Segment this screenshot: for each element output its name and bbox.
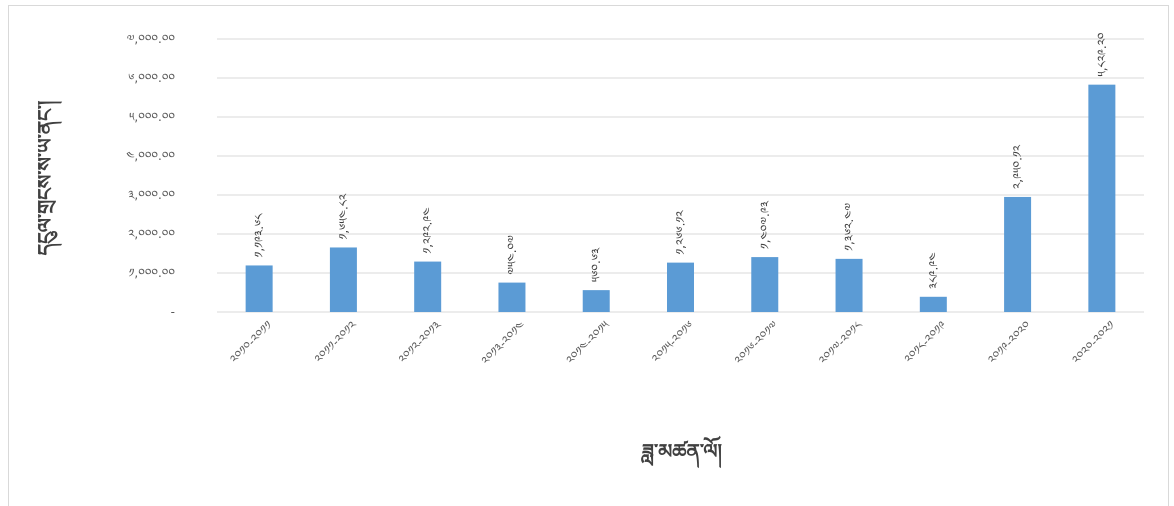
data-label: ༡,༦༥༤.༨༢ bbox=[336, 193, 350, 239]
x-tick-label: ༢༠༡༢-༢༠༡༣ bbox=[396, 318, 445, 367]
data-label: ༡,༡༩༣.༦༨ bbox=[252, 213, 266, 258]
data-label: ༣༨༩.༩༤ bbox=[926, 252, 940, 288]
x-tick-label: ༢༠༡༡-༢༠༡༢ bbox=[312, 318, 360, 366]
bar bbox=[919, 296, 947, 312]
x-tick-label: ༢༠༡༤-༢༠༡༥ bbox=[563, 318, 612, 367]
y-tick-label: ༧,༠༠༠.༠༠ bbox=[127, 32, 176, 46]
data-label: ༡,༢༦༦.༡༢ bbox=[674, 210, 688, 255]
x-tick-label: ༢༠༡༠-༢༠༡༡ bbox=[227, 318, 275, 366]
y-tick-label: ༦,༠༠༠.༠༠ bbox=[128, 71, 175, 85]
data-label: ༢,༩༥༠.༡༢ bbox=[1011, 144, 1025, 189]
data-labels: ༡,༡༩༣.༦༨ ༡,༦༥༤.༨༢ ༡,༢༩༢.༩༤ ༧༥༤.༠༧ ༥༦༠.༦༣ ༡,༢༦… bbox=[252, 32, 1109, 289]
data-label: ༥༦༠.༦༣ bbox=[589, 247, 603, 282]
x-tick-label: ༢༠༡༧-༢༠༡༨ bbox=[816, 318, 866, 368]
data-label: ༡,༢༩༢.༩༤ bbox=[421, 207, 435, 253]
bar bbox=[582, 290, 610, 312]
y-axis-title: དངུལ་གྲངས་ས་ཡ་ནང་། bbox=[33, 100, 63, 255]
bar bbox=[1004, 196, 1032, 312]
bar bbox=[667, 262, 694, 312]
y-tick-label: ༡,༠༠༠.༠༠ bbox=[129, 266, 176, 280]
x-axis-title: ཟླ་མཚན་ལོ། bbox=[641, 435, 723, 469]
y-tick-label: - bbox=[171, 305, 175, 319]
bar bbox=[414, 261, 442, 312]
x-tick-label: ༢༠༡༩-༢༠༢༠ bbox=[985, 318, 1034, 367]
bars bbox=[245, 84, 1116, 313]
bar bbox=[835, 258, 863, 312]
y-tick-label: ༥,༠༠༠.༠༠ bbox=[129, 110, 175, 124]
data-label: ༡,༤༠༧.༩༣ bbox=[758, 200, 772, 249]
y-tick-label: ༤,༠༠༠.༠༠ bbox=[126, 149, 175, 163]
data-label: ༥,༨༢༩.༢༠ bbox=[1095, 32, 1109, 77]
chart-frame bbox=[8, 5, 1169, 506]
bar bbox=[498, 282, 526, 312]
x-tick-label: ༢༠༡༣-༢༠༡༤ bbox=[479, 318, 528, 367]
y-axis-ticks: - ༡,༠༠༠.༠༠ ༢,༠༠༠.༠༠ ༣,༠༠༠.༠༠ ༤,༠༠༠.༠༠ ༥,༠༠༠.༠… bbox=[126, 32, 175, 319]
bar bbox=[329, 247, 357, 312]
x-tick-label: ༢༠༡༥-༢༠༡༦ bbox=[649, 318, 696, 365]
gridlines bbox=[217, 38, 1144, 313]
x-tick-label: ༢༠༡༨-༢༠༡༩ bbox=[902, 318, 950, 366]
bar bbox=[751, 257, 779, 312]
data-label: ༧༥༤.༠༧ bbox=[505, 235, 519, 275]
y-tick-label: ༢,༠༠༠.༠༠ bbox=[128, 227, 175, 241]
bar bbox=[1088, 84, 1116, 313]
data-label: ༡,༣༦༢.༤༧ bbox=[842, 203, 856, 251]
x-tick-label: ༢༠༢༠-༢༠༢༡ bbox=[1069, 318, 1118, 367]
y-tick-label: ༣,༠༠༠.༠༠ bbox=[128, 188, 175, 202]
bar bbox=[245, 265, 273, 312]
x-tick-label: ༢༠༡༦-༢༠༡༧ bbox=[732, 318, 781, 367]
x-axis-ticks: ༢༠༡༠-༢༠༡༡ ༢༠༡༡-༢༠༡༢ ༢༠༡༢-༢༠༡༣ ༢༠༡༣-༢༠༡༤ ༢༠༡༤… bbox=[227, 318, 1118, 368]
